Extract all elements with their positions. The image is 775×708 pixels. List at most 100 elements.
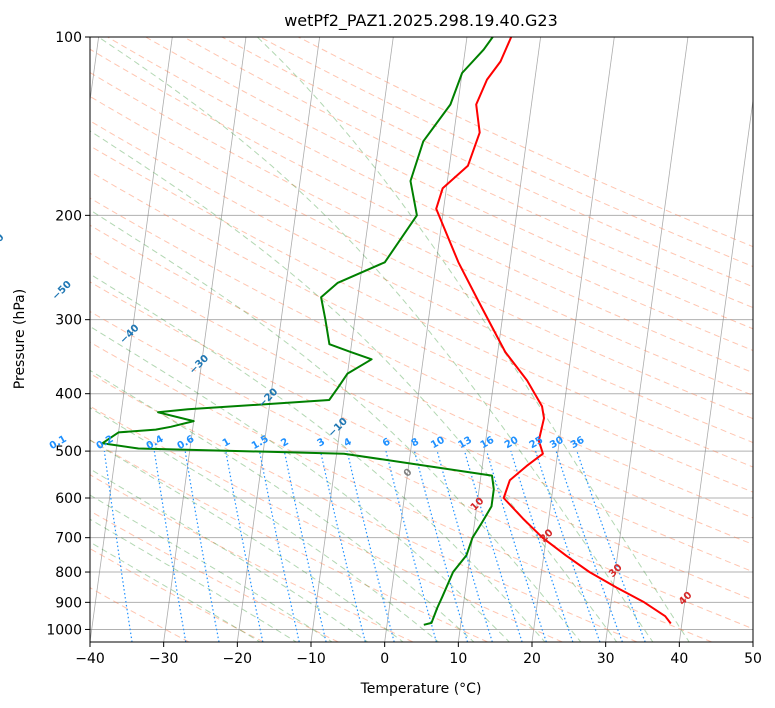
dry-adiabat-line (145, 37, 753, 330)
dry-adiabat-label: −60 (0, 232, 7, 256)
isotherm-line (384, 37, 468, 642)
mixing-ratio-line (258, 450, 300, 642)
isotherm-line (605, 37, 689, 642)
isotherm-label: 0 (402, 467, 415, 480)
moist-adiabat-line (90, 369, 475, 642)
dry-adiabat-line (90, 171, 753, 493)
x-tick-label: −40 (75, 651, 105, 667)
y-tick-label: 800 (55, 565, 82, 581)
mixing-ratio-label: 2 (279, 436, 291, 449)
isotherm-line (90, 37, 173, 642)
mixing-ratio-label: 1 (221, 436, 233, 449)
dry-adiabat-line (90, 120, 753, 444)
x-tick-label: −30 (149, 651, 179, 667)
dry-adiabat-label: −30 (188, 353, 212, 377)
dewpoint-profile-line (101, 37, 495, 626)
y-tick-label: 500 (55, 444, 82, 460)
mixing-ratio-label: 25 (528, 435, 546, 452)
y-tick-label: 200 (55, 208, 82, 224)
mixing-ratio-line (413, 450, 469, 642)
isotherm-line (163, 37, 247, 642)
isotherm-line (236, 37, 321, 642)
mixing-ratio-line (184, 451, 220, 642)
x-tick-label: 30 (597, 651, 615, 667)
y-tick-label: 700 (55, 531, 82, 547)
dry-adiabat-line (90, 145, 753, 468)
moist-adiabat-line (90, 494, 334, 642)
dry-adiabat-line (90, 548, 264, 642)
mixing-ratio-line (555, 450, 623, 642)
isotherm-line (90, 37, 100, 104)
mixing-ratio-label: 16 (479, 435, 497, 452)
background-lines (90, 37, 753, 642)
dry-adiabat-line (90, 252, 753, 573)
mixing-ratio-line (225, 450, 264, 642)
dry-adiabat-label: −50 (50, 279, 74, 303)
moist-adiabat-line (90, 468, 369, 642)
x-tick-label: 50 (744, 651, 762, 667)
x-tick-label: −10 (296, 651, 326, 667)
mixing-ratio-line (510, 450, 574, 642)
mixing-ratio-line (486, 450, 547, 642)
dry-adiabat-line (90, 281, 753, 601)
moist-adiabat-line (90, 325, 511, 642)
dry-adiabat-line (90, 310, 753, 630)
dry-adiabat-line (107, 37, 753, 352)
x-axis-label: Temperature (°C) (360, 681, 482, 697)
mixing-ratio-label: 30 (548, 435, 566, 452)
mixing-ratio-line (319, 450, 366, 642)
moist-adiabat-line (90, 439, 404, 642)
y-tick-label: 600 (55, 491, 82, 507)
mixing-ratio-label: 3 (315, 436, 327, 449)
dry-adiabat-line (90, 474, 414, 642)
dry-adiabat-line (221, 37, 753, 288)
mixing-ratio-line (283, 450, 327, 642)
dry-adiabat-line (90, 224, 753, 545)
mixing-ratio-line (576, 450, 646, 642)
mixing-ratio-label: 10 (429, 435, 447, 452)
y-axis-label: Pressure (hPa) (12, 289, 28, 389)
y-tick-label: 1000 (46, 622, 82, 638)
mixing-ratio-line (153, 451, 187, 642)
moist-adiabat-line (90, 541, 262, 642)
isotherm-line (531, 37, 615, 642)
moist-adiabat-line (90, 130, 618, 642)
y-tick-label: 100 (55, 30, 82, 46)
y-tick-label: 900 (55, 595, 82, 611)
moist-adiabat-line (90, 209, 582, 642)
isotherm-label: 30 (607, 562, 625, 580)
dry-adiabat-line (298, 37, 753, 248)
dry-adiabat-line (90, 341, 712, 642)
temperature-profile-line (435, 37, 672, 625)
mixing-ratio-line (464, 450, 523, 642)
mixing-ratio-line (346, 450, 395, 642)
isotherm-line (678, 97, 753, 642)
x-tick-label: 10 (449, 651, 467, 667)
plot-frame (89, 36, 754, 643)
sounding-series (101, 37, 672, 626)
chart-title: wetPf2_PAZ1.2025.298.19.40.G23 (284, 11, 558, 31)
y-tick-label: 400 (55, 387, 82, 403)
mixing-ratio-label: 4 (342, 436, 354, 449)
dry-adiabat-line (90, 197, 753, 519)
dry-adiabat-line (259, 37, 753, 268)
mixing-ratio-label: 6 (381, 436, 393, 449)
mixing-ratio-label: 13 (457, 435, 475, 452)
mixing-ratio-label: 36 (569, 435, 587, 452)
dry-adiabat-line (90, 71, 753, 396)
x-tick-label: −20 (223, 651, 253, 667)
mixing-ratio-line (103, 451, 133, 642)
mixing-ratio-label: 1.5 (250, 434, 271, 452)
x-tick-label: 20 (523, 651, 541, 667)
moist-adiabat-line (256, 37, 690, 642)
mixing-ratio-label: 20 (503, 435, 521, 452)
isotherm-label: 40 (677, 590, 695, 608)
moist-adiabat-line (90, 518, 298, 642)
x-tick-label: 0 (380, 651, 389, 667)
isotherm-line (752, 639, 753, 642)
isotherm-label: 20 (538, 527, 556, 545)
isotherm-line (310, 37, 394, 642)
moist-adiabat-line (90, 273, 546, 642)
dry-adiabat-line (90, 439, 488, 642)
